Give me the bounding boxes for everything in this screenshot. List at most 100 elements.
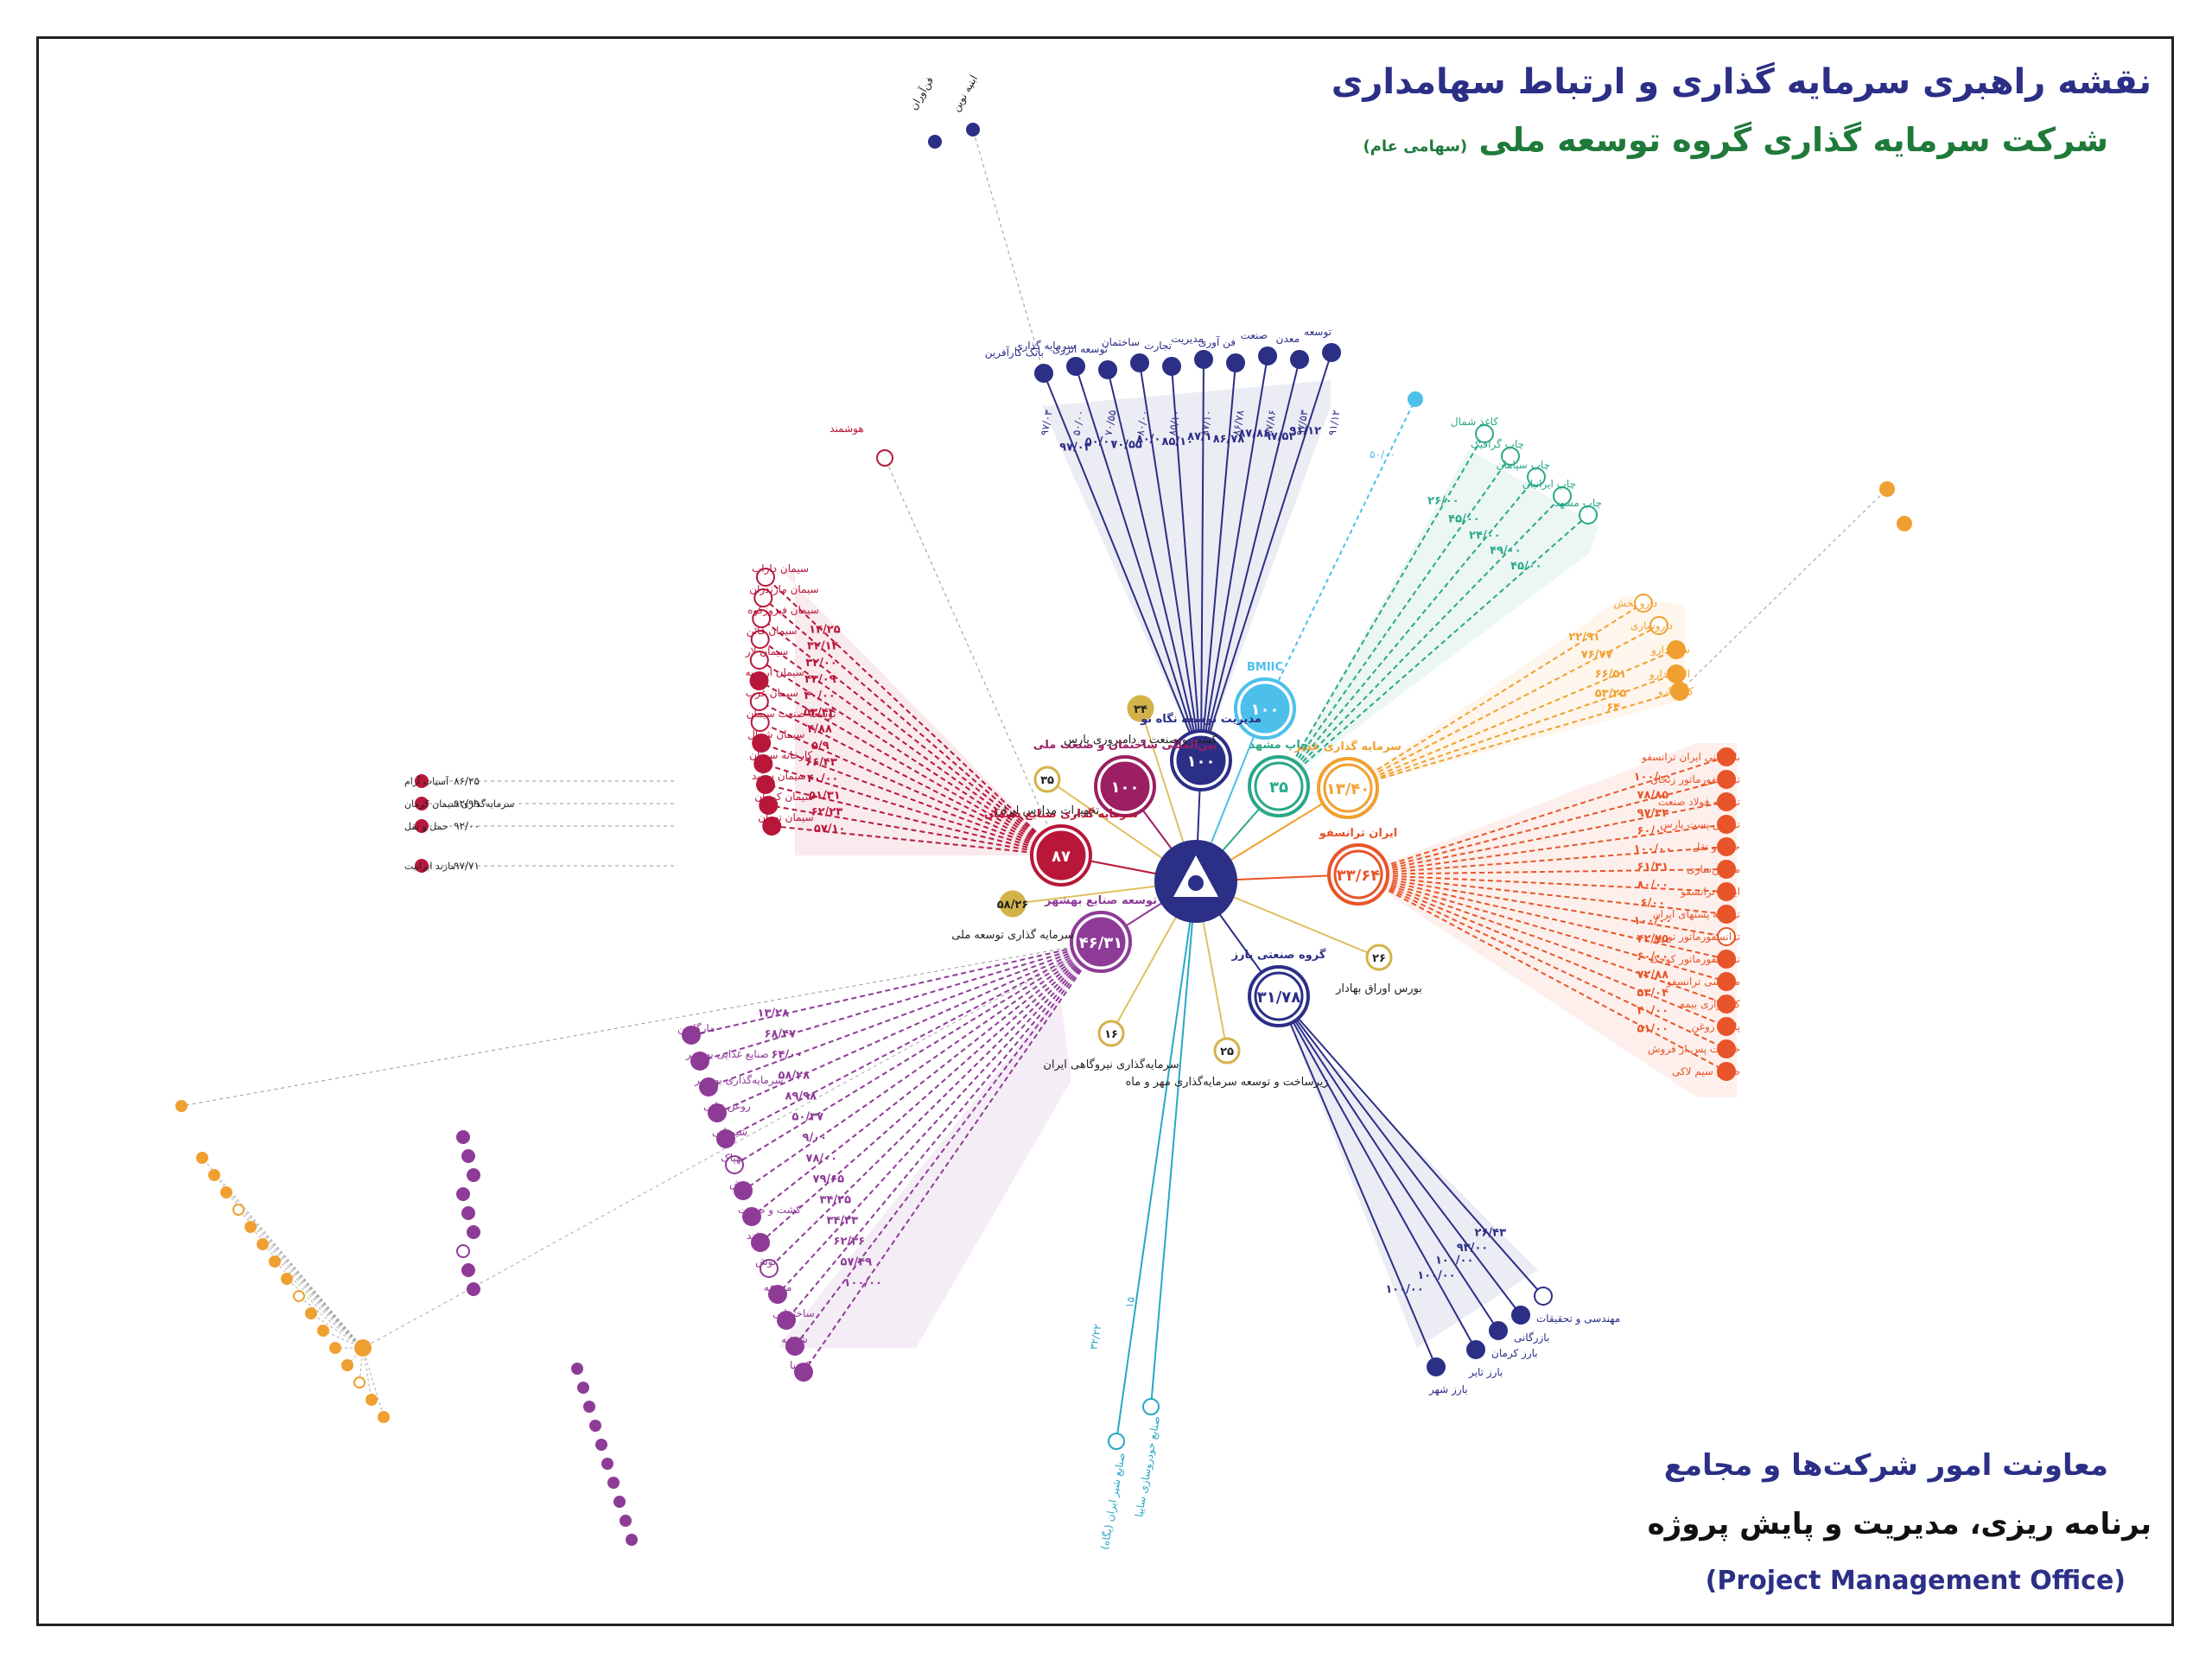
leaf-node <box>1194 350 1213 369</box>
hub-label: ایران ترانسفو <box>1319 827 1398 840</box>
purple-sub-node <box>613 1496 626 1508</box>
leaf-value: ۶۴/۰۰ <box>772 1048 804 1061</box>
leaf-node <box>756 568 775 587</box>
page-title: نقشه راهبری سرمایه گذاری و ارتباط سهامدا… <box>1331 62 2152 102</box>
leaf-node <box>1667 640 1686 659</box>
leaf-node <box>1527 467 1546 486</box>
fan-link <box>1357 874 1727 938</box>
leaf-value: ۵۷/۱۰ <box>814 823 846 836</box>
leaf-label: کیمیا <box>790 1359 810 1371</box>
small-node-value: ۳۵ <box>1040 774 1054 787</box>
navy-top-value: ۹۷/۰۳ <box>1039 409 1055 436</box>
fan-link <box>1347 690 1681 789</box>
leaf-value: ۱۰۰/۰۰ <box>844 1276 882 1289</box>
leaf-node <box>1717 815 1736 834</box>
leaf-label: توسعه پستهای ایران <box>1653 908 1740 921</box>
fan-link <box>760 618 1062 856</box>
leaf-label: مهندسی و تحقیقات <box>1536 1313 1620 1325</box>
leaf-label: چاپ ایرانیان <box>1522 478 1576 491</box>
crimson-left-label: آسیاب آرام <box>404 775 449 787</box>
leaf-label: سیمان شمال <box>747 728 804 741</box>
leaf-value: ۵۷/۴۹ <box>841 1255 873 1268</box>
purple-sub-node <box>589 1420 601 1432</box>
leaf-label: چاپ مشهد <box>1554 497 1602 509</box>
crimson-left-value: ۸۶/۲۵ <box>454 775 480 787</box>
fan-link <box>794 941 1102 1347</box>
fan-band <box>1279 449 1599 786</box>
leaf-label: روغن نباتی <box>703 1100 751 1113</box>
purple-sub-node <box>467 1168 480 1182</box>
orange-sub-node <box>257 1238 269 1250</box>
fan-link <box>760 941 1102 1243</box>
purple-sub-node <box>607 1477 620 1489</box>
leaf-value: ۹۷/۳۳ <box>1637 807 1669 820</box>
orange-sub-node <box>281 1273 293 1285</box>
orange-sub-link <box>362 1347 385 1418</box>
orange-sub-node <box>245 1221 257 1233</box>
leaf-value: ۱۰۰/۰۰ <box>1634 842 1672 855</box>
hub-node <box>1254 971 1304 1021</box>
leaf-value: ۳۲/۱۴ <box>807 640 839 653</box>
leaf-label: بارز کرمان <box>1491 1347 1538 1360</box>
leaf-value: ۷۸/۸۵ <box>1637 789 1669 802</box>
leaf-node <box>1717 860 1736 879</box>
footer-dept: معاونت امور شرکت‌ها و مجامع <box>1663 1448 2108 1483</box>
navy-top-value: ۹۷/۵۳ <box>1294 409 1311 436</box>
leaf-node <box>734 1181 753 1200</box>
small-node-label: سرمایه‌گذاری نیروگاهی ایران <box>1043 1058 1179 1071</box>
leaf-label: سیمان فیروزکوه <box>747 604 819 617</box>
fan-link <box>699 941 1102 1062</box>
leaf-value: ۸۷/۱۰ <box>1187 430 1219 443</box>
sky-link <box>1264 398 1416 709</box>
leaf-label: کارگزاری بیمه <box>1680 998 1740 1011</box>
leaf-value: ۵۰/۳۷ <box>792 1110 824 1123</box>
leaf-label: توسعه فولاد صنعت <box>1658 796 1740 809</box>
orange-sub-node <box>175 1100 188 1112</box>
small-node-label: زیرساخت و توسعه سرمایه‌گذاری مهر و ماه <box>1125 1075 1328 1089</box>
amber-far-node <box>1879 481 1895 497</box>
leaf-node <box>1475 424 1494 443</box>
crimson-left-value: ۹۷/۷۱ <box>454 860 480 872</box>
leaf-label: دارو پخش <box>1614 597 1657 610</box>
leaf-label: حمل و نقل <box>1693 841 1740 854</box>
leaf-node <box>716 1129 735 1148</box>
fan-link <box>1200 352 1332 761</box>
fan-link <box>760 742 1062 856</box>
leaf-value: ۴۰/۰۰ <box>1637 1005 1669 1018</box>
outlier-label: ابنیه نوین <box>950 73 981 114</box>
leaf-node <box>1649 616 1669 635</box>
orange-sub-node <box>196 1152 208 1164</box>
leaf-value: ۶۶/۵۱ <box>1595 668 1627 681</box>
crimson-out-link <box>884 457 1062 856</box>
fan-link <box>1278 476 1537 787</box>
leaf-label: سرمایه‌گذاری بهشهر <box>694 1074 784 1087</box>
hub-value: ۱۰۰ <box>1251 701 1280 719</box>
leaf-node <box>762 817 782 836</box>
leaf-node <box>1717 747 1736 766</box>
small-node-label: تجهیزات مدارس ایران <box>995 804 1100 817</box>
footer-unit: برنامه ریزی، مدیریت و پایش پروژه <box>1647 1507 2152 1541</box>
leaf-label: کشت و صنعت <box>738 1204 801 1217</box>
leaf-node <box>1717 882 1736 901</box>
leaf-value: ۴۹/۰۰ <box>1490 544 1522 557</box>
small-node <box>1033 766 1061 793</box>
outlier-link <box>972 129 1045 374</box>
leaf-label: سیمان داراب <box>752 563 809 575</box>
fan-link <box>1357 779 1727 875</box>
fan-link <box>1278 995 1499 1332</box>
small-node-label: سرمایه گذاری توسعه ملی <box>951 928 1074 942</box>
fan-link <box>1357 874 1727 982</box>
leaf-label: بانک کارآفرین <box>985 346 1044 359</box>
leaf-label: فن آوری <box>1198 335 1236 349</box>
hub-node <box>1100 761 1150 811</box>
fan-link <box>1357 874 1727 915</box>
leaf-value: ۶۶/۴۳ <box>805 756 837 769</box>
leaf-value: ۵۳/۴۴ <box>804 706 836 719</box>
leaf-label: ترانسفورماتور زنجان <box>1650 773 1740 786</box>
leaf-value: ۱۴/۲۵ <box>809 623 841 636</box>
hub-label: سرمایه گذاری غدیر <box>1294 740 1402 753</box>
fan-link <box>777 941 1102 1295</box>
leaf-label: ساختمانی <box>772 1307 815 1319</box>
leaf-value: ۴۰/۰۰ <box>807 772 839 785</box>
hub-label: مدیریت توسعه نگاه نو <box>1140 712 1262 726</box>
